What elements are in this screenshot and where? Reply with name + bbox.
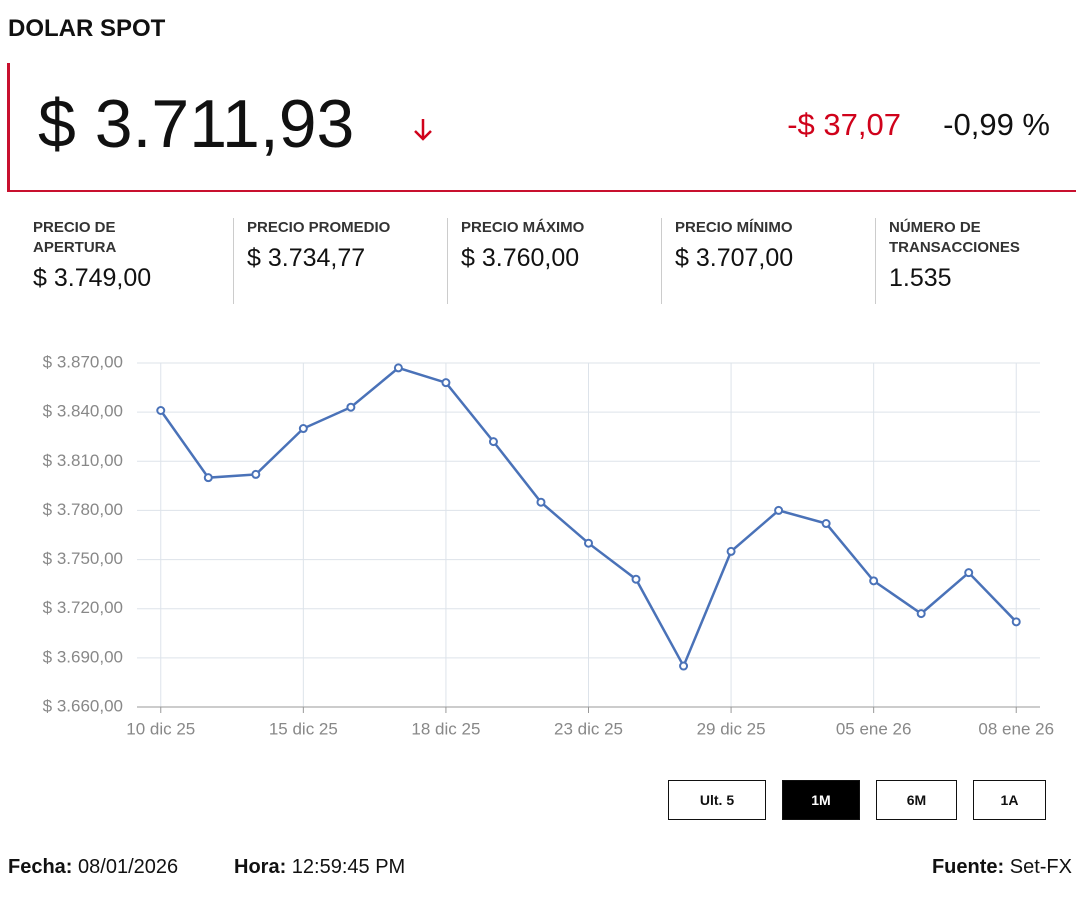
source: Fuente: Set-FX — [932, 856, 1072, 879]
date: Fecha: 08/01/2026 — [8, 856, 178, 879]
date-label: Fecha: — [8, 856, 73, 878]
range-button[interactable]: Ult. 5 — [668, 780, 766, 820]
point — [821, 519, 831, 529]
y-tick-label: $ 3.690,00 — [43, 647, 123, 666]
point — [156, 406, 166, 416]
stat-value: $ 3.760,00 — [461, 244, 580, 272]
y-tick-label: $ 3.720,00 — [43, 598, 123, 617]
stat: NÚMERO DE TRANSACCIONES 1.535 — [875, 218, 1080, 304]
x-tick-label: 05 ene 26 — [836, 719, 912, 738]
y-tick-label: $ 3.750,00 — [43, 549, 123, 568]
range-button[interactable]: 1A — [973, 780, 1046, 820]
y-tick-label: $ 3.840,00 — [43, 402, 123, 421]
point — [441, 378, 451, 388]
x-tick-label: 23 dic 25 — [554, 719, 623, 738]
range-buttons: Ult. 5 1M 6M 1A — [668, 780, 1046, 820]
down-arrow — [414, 119, 432, 141]
stat: PRECIO MÁXIMO $ 3.760,00 — [447, 218, 661, 304]
stat-value: $ 3.749,00 — [33, 264, 152, 292]
point — [536, 497, 546, 507]
stat-value: $ 3.707,00 — [675, 244, 794, 272]
time-label: Hora: — [234, 856, 287, 878]
point — [346, 402, 356, 412]
source-label: Fuente: — [931, 856, 1005, 878]
point — [1011, 617, 1021, 627]
y-tick-label: $ 3.810,00 — [43, 451, 123, 470]
point — [774, 505, 784, 515]
stat: PRECIO PROMEDIO $ 3.734,77 — [233, 218, 447, 304]
y-tick-label: $ 3.780,00 — [43, 500, 123, 519]
stat: PRECIO MÍNIMO $ 3.707,00 — [661, 218, 875, 304]
point — [916, 609, 926, 619]
point — [393, 363, 403, 373]
stat-value: 1.535 — [889, 264, 952, 292]
point — [203, 473, 213, 483]
point — [964, 568, 974, 578]
point — [584, 538, 593, 548]
range-button[interactable]: 1M — [782, 780, 860, 820]
stat: PRECIO DE APERTURA $ 3.749,00 — [20, 218, 233, 304]
x-tick-label: 29 dic 25 — [697, 719, 766, 738]
stat-value: $ 3.734,77 — [247, 244, 366, 272]
date-value: 08/01/2026 — [78, 856, 179, 878]
stat-label: PRECIO MÍNIMO — [675, 219, 793, 236]
point — [679, 661, 689, 671]
price: $ 3.711,93 — [38, 86, 355, 162]
stat-label: NÚMERO DE TRANSACCIONES — [889, 219, 1020, 256]
point — [631, 574, 641, 584]
x-tick-label: 18 dic 25 — [411, 719, 480, 738]
stat-label: PRECIO MÁXIMO — [461, 219, 585, 236]
y-tick-label: $ 3.870,00 — [43, 352, 123, 371]
time: Hora: 12:59:45 PM — [234, 856, 405, 879]
quote-box: $ 3.711,93 -$ 37,07 -0,99 % — [7, 63, 1076, 192]
point — [488, 437, 498, 447]
time-value: 12:59:45 PM — [291, 856, 406, 878]
source-value: Set-FX — [1009, 856, 1072, 878]
stat-label: PRECIO DE APERTURA — [33, 219, 117, 256]
x-tick-label: 10 dic 25 — [126, 719, 195, 738]
stats: PRECIO DE APERTURA $ 3.749,00 PRECIO PROME… — [20, 218, 1080, 304]
point — [726, 546, 736, 556]
range-button[interactable]: 6M — [876, 780, 957, 820]
chart: $ 3.660,00 $ 3.690,00 $ 3.720,00 $ 3.750,00… — [43, 352, 1054, 738]
point — [869, 576, 879, 586]
title: DOLAR SPOT — [8, 15, 166, 42]
x-tick-label: 08 ene 26 — [978, 719, 1054, 738]
change-pct: -0,99 % — [943, 107, 1050, 142]
y-tick-label: $ 3.660,00 — [43, 696, 123, 715]
stat-label: PRECIO PROMEDIO — [247, 219, 391, 236]
change: -$ 37,07 — [787, 107, 901, 142]
point — [298, 424, 308, 434]
point — [251, 469, 261, 479]
x-tick-label: 15 dic 25 — [269, 719, 338, 738]
